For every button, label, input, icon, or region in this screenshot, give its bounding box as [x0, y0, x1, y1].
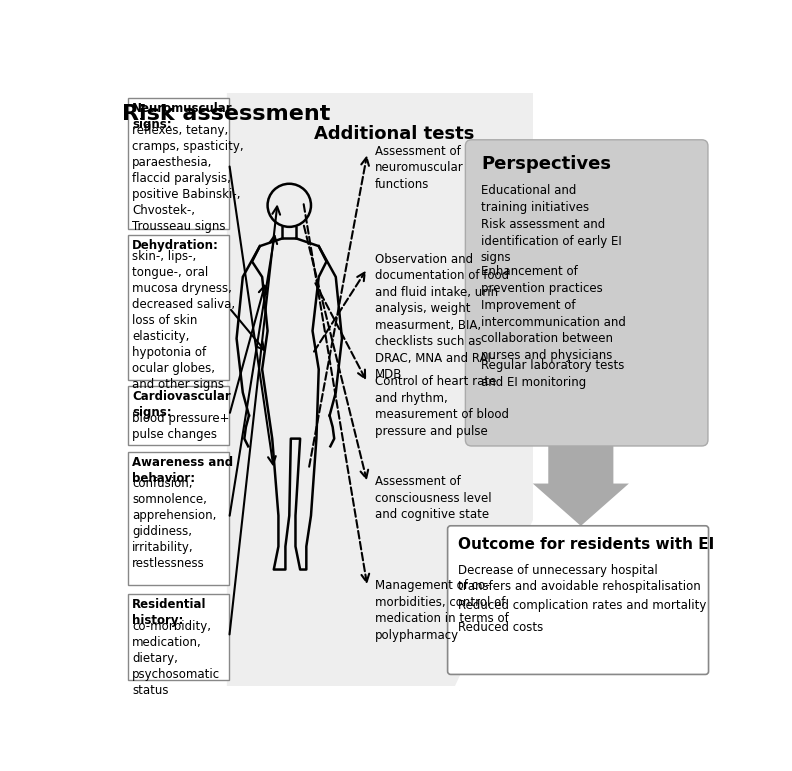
Text: Risk assessment: Risk assessment	[122, 104, 330, 124]
FancyBboxPatch shape	[128, 99, 229, 229]
Polygon shape	[227, 93, 533, 686]
Text: reflexes, tetany,
cramps, spasticity,
paraesthesia,
flaccid paralysis,
positive : reflexes, tetany, cramps, spasticity, pa…	[132, 124, 244, 233]
FancyBboxPatch shape	[128, 386, 229, 445]
FancyBboxPatch shape	[128, 452, 229, 585]
Text: Risk assessment and
identification of early EI
signs: Risk assessment and identification of ea…	[481, 218, 622, 264]
FancyBboxPatch shape	[447, 526, 709, 675]
Text: blood pressure+
pulse changes: blood pressure+ pulse changes	[132, 412, 230, 441]
Text: Management of co-
morbidities, control of
medication in terms of
polypharmacy: Management of co- morbidities, control o…	[375, 579, 509, 641]
Text: Enhancement of
prevention practices: Enhancement of prevention practices	[481, 265, 603, 295]
FancyBboxPatch shape	[128, 235, 229, 380]
Text: Observation and
documentation of food
and fluid intake, urin
analysis, weight
me: Observation and documentation of food an…	[375, 253, 509, 382]
Text: Awareness and
behavior:: Awareness and behavior:	[132, 456, 234, 484]
Text: Regular laboratory tests
and EI monitoring: Regular laboratory tests and EI monitori…	[481, 359, 624, 389]
Text: co-morbidity,
medication,
dietary,
psychosomatic
status: co-morbidity, medication, dietary, psych…	[132, 620, 220, 696]
Text: Improvement of
intercommunication and
collaboration between
nurses and physician: Improvement of intercommunication and co…	[481, 299, 626, 362]
Text: confusion,
somnolence,
apprehension,
giddiness,
irritability,
restlessness: confusion, somnolence, apprehension, gid…	[132, 477, 217, 570]
Text: skin-, lips-,
tongue-, oral
mucosa dryness,
decreased saliva,
loss of skin
elast: skin-, lips-, tongue-, oral mucosa dryne…	[132, 250, 235, 391]
Text: Residential
history:: Residential history:	[132, 598, 207, 627]
Text: Assessment of
consciousness level
and cognitive state: Assessment of consciousness level and co…	[375, 476, 492, 521]
Polygon shape	[533, 410, 629, 526]
Text: Reduced costs: Reduced costs	[459, 621, 543, 635]
Text: Perspectives: Perspectives	[481, 155, 611, 173]
Text: Dehydration:: Dehydration:	[132, 239, 219, 252]
Text: Reduced complication rates and mortality: Reduced complication rates and mortality	[459, 599, 706, 612]
Text: Control of heart rate
and rhythm,
measurement of blood
pressure and pulse: Control of heart rate and rhythm, measur…	[375, 375, 509, 438]
Text: Assessment of
neuromuscular
functions: Assessment of neuromuscular functions	[375, 145, 464, 190]
FancyBboxPatch shape	[128, 594, 229, 680]
FancyBboxPatch shape	[466, 140, 708, 446]
Text: Educational and
training initiatives: Educational and training initiatives	[481, 184, 589, 214]
Text: Outcome for residents with EI: Outcome for residents with EI	[459, 537, 714, 551]
Text: Additional tests: Additional tests	[314, 125, 474, 143]
Text: Neuromuscular
signs:: Neuromuscular signs:	[132, 103, 233, 131]
Text: Decrease of unnecessary hospital
transfers and avoidable rehospitalisation: Decrease of unnecessary hospital transfe…	[459, 564, 701, 593]
Text: Cardiovascular
signs:: Cardiovascular signs:	[132, 390, 231, 419]
